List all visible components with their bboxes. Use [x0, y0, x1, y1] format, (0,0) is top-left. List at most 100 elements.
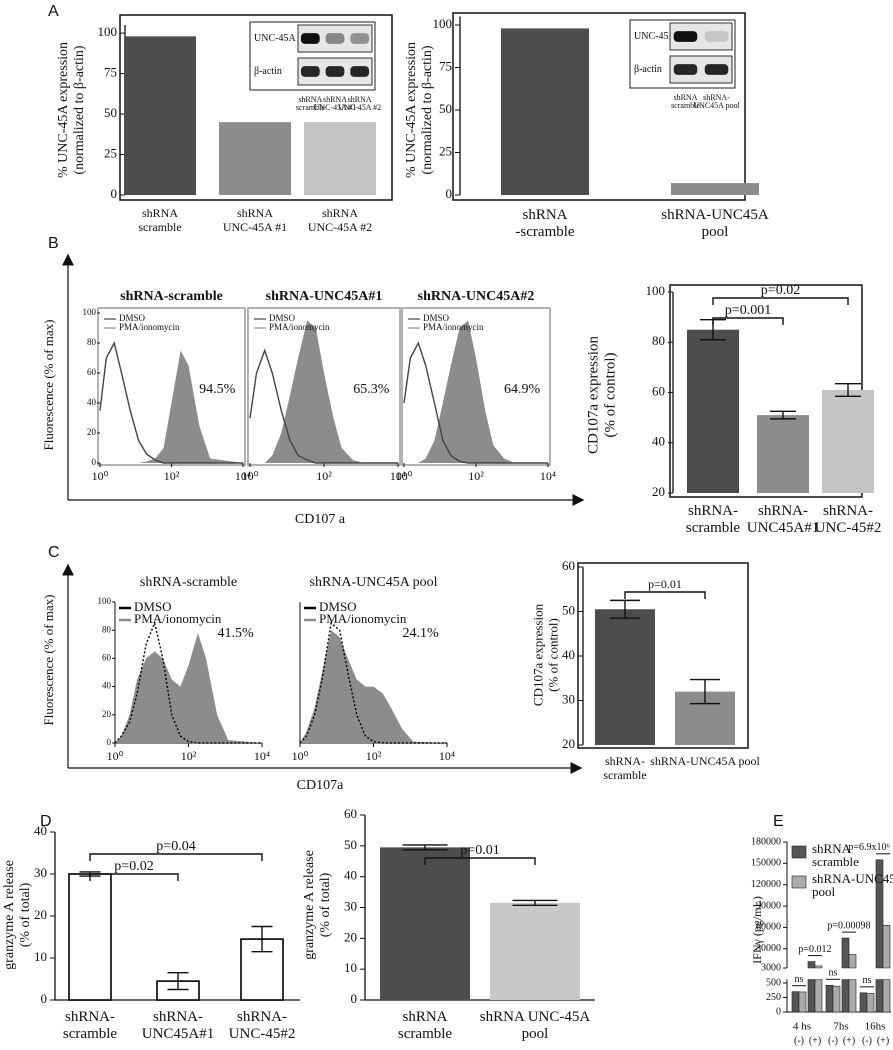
y-tick-label: 40 [344, 868, 357, 883]
histogram-area [100, 350, 243, 463]
blot-band [673, 64, 698, 75]
x-tick-label: shRNA-UNC45A pool [661, 207, 769, 240]
bar [219, 122, 291, 195]
y-tick-label: 0 [351, 991, 358, 1006]
p-value: p=0.00098 [827, 920, 870, 931]
legend-label: DMSO [269, 313, 296, 323]
bar [859, 992, 868, 1013]
y-tick-label: 60 [102, 652, 112, 662]
blot-band [704, 64, 729, 75]
legend-label: PMA/ionomycin [134, 611, 222, 626]
y-tick-label: 25 [439, 143, 452, 158]
y-tick-label: 30 [344, 898, 357, 913]
error-bar [770, 410, 796, 420]
x-tick-label: 10² [316, 469, 332, 483]
x-tick-label: (+) [809, 1035, 821, 1046]
legend-label: DMSO [119, 313, 146, 323]
blot-lane-label: shRNA scramble [671, 93, 700, 110]
y-tick-label: 60000 [756, 922, 781, 933]
legend-label: PMA/ionomycin [119, 322, 180, 332]
blot-band [325, 33, 345, 44]
blot-lane-label: shRNA UNC-45A #2 [338, 95, 381, 112]
y-tick-label: 75 [104, 65, 117, 80]
blot-band [350, 33, 370, 44]
p-value: ns [829, 968, 838, 979]
y-tick-label: 250 [766, 992, 781, 1003]
y-tick-label: 100 [98, 596, 112, 606]
bar [848, 954, 857, 1013]
x-tick-label: shRNA UNC-45A #1 [223, 206, 287, 234]
blot-row-label: UNC-45A [254, 33, 296, 44]
panel-title: shRNA-UNC45A#2 [418, 289, 535, 304]
legend-label: DMSO [134, 599, 172, 614]
x-axis-label: CD107 a [295, 512, 346, 527]
legend-label: PMA/ionomycin [423, 322, 484, 332]
y-axis-label: granzyme A release(% of total) [2, 860, 33, 970]
bar [798, 991, 807, 1013]
error-bar [835, 383, 861, 397]
error-bar [610, 599, 640, 619]
histogram-line [114, 620, 262, 744]
blot-lane-label: shRNA UNC-45A #1 [314, 95, 357, 112]
percent-label: 94.5% [199, 382, 236, 397]
y-tick-label: 150000 [751, 858, 781, 869]
x-tick-label: 10² [164, 469, 180, 483]
y-tick-label: 20 [344, 929, 357, 944]
x-tick-label: 10⁴ [390, 469, 406, 483]
y-tick-label: 60 [344, 806, 357, 821]
x-tick-label: 10⁰ [92, 469, 109, 483]
error-bar [690, 678, 720, 705]
y-tick-label: 0 [111, 186, 118, 201]
y-tick-label: 80 [87, 337, 97, 347]
x-tick-label: (+) [877, 1035, 889, 1046]
y-axis-label: % UNC-45A expression(normalized to β-act… [56, 42, 87, 178]
histogram-line [299, 621, 447, 744]
bar [240, 938, 284, 1001]
y-tick-label: 120000 [751, 879, 781, 890]
y-tick-label: 0 [41, 991, 48, 1006]
blot-band [300, 66, 320, 77]
x-tick-label: 10² [468, 469, 484, 483]
y-tick-label: 60 [562, 558, 575, 573]
histogram-area [300, 630, 447, 743]
y-tick-label: 80 [652, 333, 665, 348]
x-tick-label: 10⁴ [254, 749, 270, 763]
significance-bracket [89, 873, 179, 881]
y-tick-label: 3000 [761, 962, 781, 973]
p-value: ns [795, 974, 804, 985]
y-tick-label: 50 [344, 837, 357, 852]
bar [814, 965, 823, 1013]
panel-label: B [48, 235, 59, 252]
x-tick-label: 10⁰ [396, 469, 413, 483]
y-tick-label: 40 [87, 397, 97, 407]
y-axis-label: CD107a expression(% of control) [530, 603, 560, 706]
significance-bracket [712, 317, 784, 325]
x-tick-label: (+) [843, 1035, 855, 1046]
y-tick-label: 100 [433, 16, 453, 31]
y-tick-label: 40 [562, 647, 575, 662]
significance-bracket [89, 853, 263, 861]
y-tick-label: 90000 [756, 900, 781, 911]
bar [822, 389, 874, 493]
error-bar [251, 925, 273, 953]
histogram-line [403, 341, 548, 464]
legend-swatch [791, 875, 807, 889]
blot-band [300, 33, 320, 44]
y-tick-label: 0 [92, 457, 97, 467]
y-tick-label: 60 [87, 367, 97, 377]
plot-frame [119, 14, 393, 201]
y-tick-label: 60 [652, 383, 665, 398]
error-bar [167, 972, 189, 991]
error-bar [512, 899, 558, 907]
y-axis-label: % UNC-45A expression(normalized to β-act… [404, 42, 435, 178]
bar [841, 937, 850, 1013]
bar [490, 902, 580, 1000]
x-tick-label: shRNA-UNC-45#2 [229, 1009, 296, 1042]
y-tick-label: 40 [652, 434, 665, 449]
y-tick-label: 20 [34, 907, 47, 922]
p-value: p=0.001 [725, 303, 771, 318]
y-tick-label: 10 [344, 960, 357, 975]
x-tick-label: shRNA-UNC45A#1 [747, 503, 820, 536]
y-tick-label: 75 [439, 58, 452, 73]
